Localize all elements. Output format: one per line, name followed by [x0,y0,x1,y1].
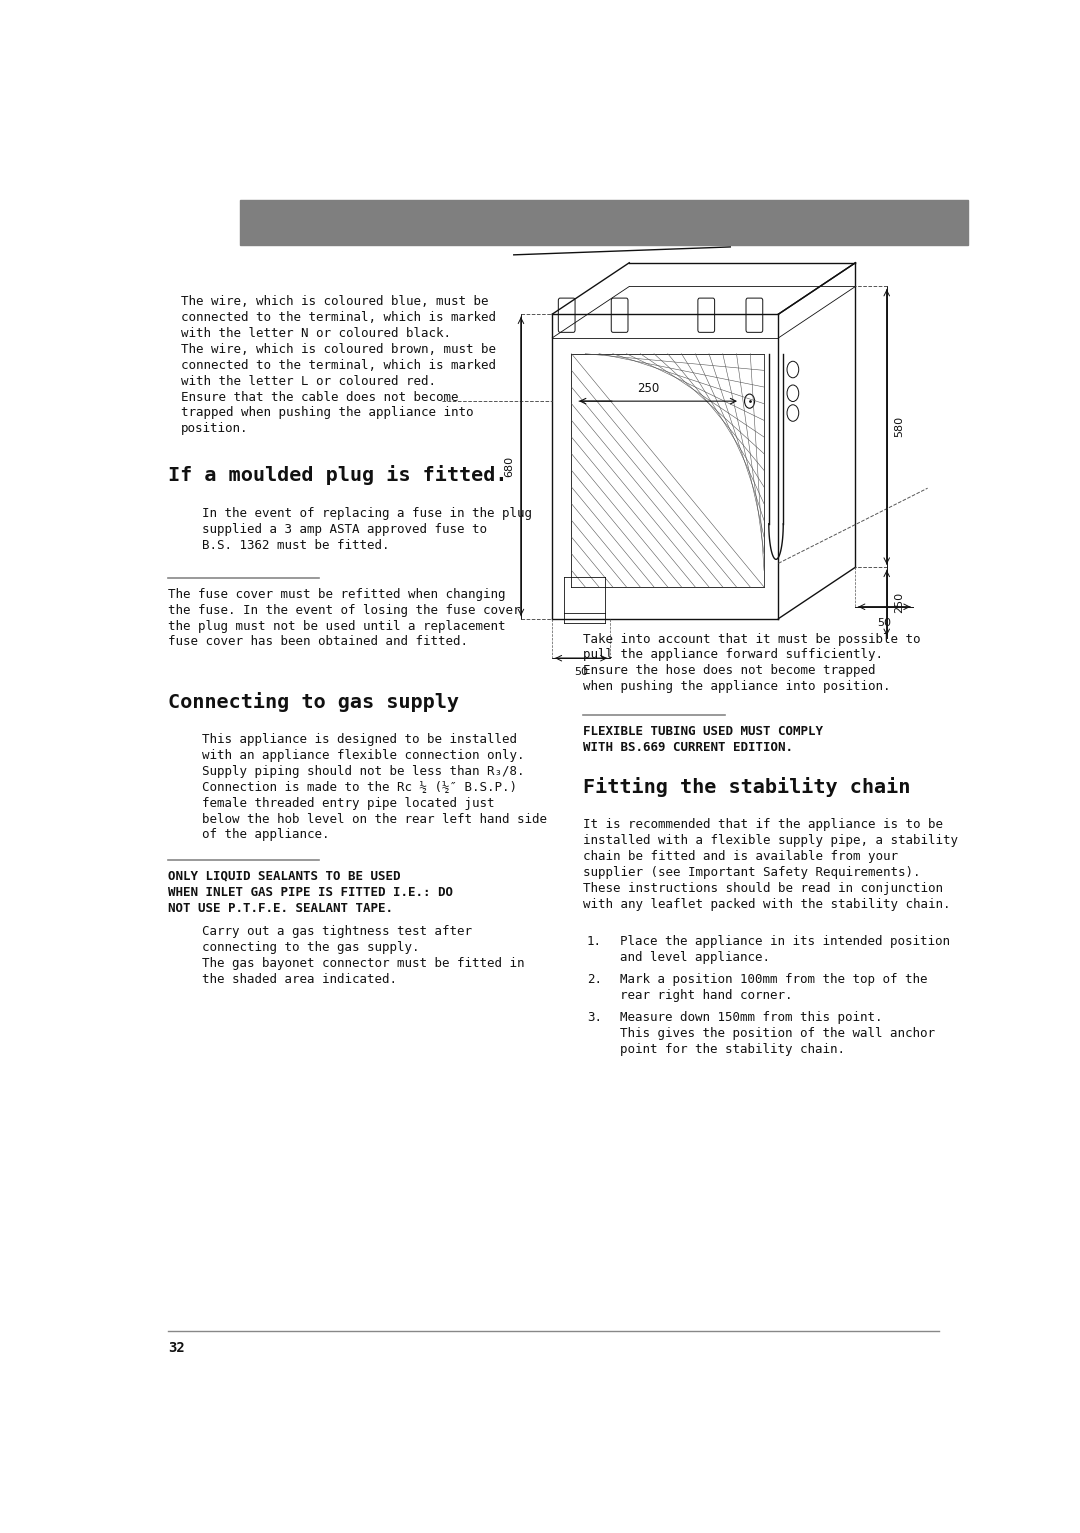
Text: 50: 50 [877,618,891,627]
Text: with the letter N or coloured black.: with the letter N or coloured black. [181,327,451,340]
Text: The wire, which is coloured brown, must be: The wire, which is coloured brown, must … [181,343,496,356]
Text: Measure down 150mm from this point.: Measure down 150mm from this point. [620,1012,883,1024]
Text: In the event of replacing a fuse in the plug: In the event of replacing a fuse in the … [202,507,532,520]
Text: Take into account that it must be possible to: Take into account that it must be possib… [583,633,920,645]
Text: and level appliance.: and level appliance. [620,950,770,964]
Text: connecting to the gas supply.: connecting to the gas supply. [202,941,419,954]
Text: The fuse cover must be refitted when changing: The fuse cover must be refitted when cha… [168,587,505,601]
Text: The gas bayonet connector must be fitted in: The gas bayonet connector must be fitted… [202,957,525,970]
Text: the fuse. In the event of losing the fuse cover: the fuse. In the event of losing the fus… [168,604,521,616]
Text: 1.: 1. [588,935,602,947]
Text: It is recommended that if the appliance is to be: It is recommended that if the appliance … [583,817,943,831]
Text: ONLY LIQUID SEALANTS TO BE USED: ONLY LIQUID SEALANTS TO BE USED [168,869,401,883]
Text: Supply piping should not be less than R₃/8.: Supply piping should not be less than R₃… [202,765,525,777]
Text: trapped when pushing the appliance into: trapped when pushing the appliance into [181,406,473,420]
Text: This appliance is designed to be installed: This appliance is designed to be install… [202,733,517,747]
Text: pull the appliance forward sufficiently.: pull the appliance forward sufficiently. [583,648,882,661]
Text: Ensure the hose does not become trapped: Ensure the hose does not become trapped [583,664,875,678]
Text: 50: 50 [575,667,589,678]
Text: Connecting to gas supply: Connecting to gas supply [168,691,459,711]
Text: connected to the terminal, which is marked: connected to the terminal, which is mark… [181,311,496,323]
Text: when pushing the appliance into position.: when pushing the appliance into position… [583,681,890,693]
Text: Connection is made to the Rc ½ (½″ B.S.P.): Connection is made to the Rc ½ (½″ B.S.P… [202,780,517,794]
Text: If a moulded plug is fitted.: If a moulded plug is fitted. [168,464,508,484]
Text: chain be fitted and is available from your: chain be fitted and is available from yo… [583,849,897,863]
Text: These instructions should be read in conjunction: These instructions should be read in con… [583,881,943,895]
Text: 2.: 2. [588,973,602,986]
Text: supplied a 3 amp ASTA approved fuse to: supplied a 3 amp ASTA approved fuse to [202,523,487,537]
Text: WHEN INLET GAS PIPE IS FITTED I.E.: DO: WHEN INLET GAS PIPE IS FITTED I.E.: DO [168,886,454,898]
Text: the plug must not be used until a replacement: the plug must not be used until a replac… [168,619,505,633]
Text: connected to the terminal, which is marked: connected to the terminal, which is mark… [181,359,496,371]
Text: Carry out a gas tightness test after: Carry out a gas tightness test after [202,926,472,938]
Text: Place the appliance in its intended position: Place the appliance in its intended posi… [620,935,950,947]
Text: with any leaflet packed with the stability chain.: with any leaflet packed with the stabili… [583,897,950,911]
Text: 32: 32 [168,1341,186,1355]
Text: B.S. 1362 must be fitted.: B.S. 1362 must be fitted. [202,540,390,552]
Text: WITH BS.669 CURRENT EDITION.: WITH BS.669 CURRENT EDITION. [583,740,793,754]
Text: installed with a flexible supply pipe, a stability: installed with a flexible supply pipe, a… [583,834,958,846]
Text: below the hob level on the rear left hand side: below the hob level on the rear left han… [202,812,546,826]
Text: of the appliance.: of the appliance. [202,828,329,842]
Text: NOT USE P.T.F.E. SEALANT TAPE.: NOT USE P.T.F.E. SEALANT TAPE. [168,901,393,915]
Text: fuse cover has been obtained and fitted.: fuse cover has been obtained and fitted. [168,636,469,648]
Text: supplier (see Important Safety Requirements).: supplier (see Important Safety Requireme… [583,866,920,878]
Text: rear right hand corner.: rear right hand corner. [620,989,793,1003]
Text: The wire, which is coloured blue, must be: The wire, which is coloured blue, must b… [181,294,488,308]
Text: 250: 250 [894,592,904,613]
Text: 3.: 3. [588,1012,602,1024]
Text: with the letter L or coloured red.: with the letter L or coloured red. [181,374,436,388]
Text: 250: 250 [637,382,660,396]
Text: point for the stability chain.: point for the stability chain. [620,1042,846,1056]
Text: position.: position. [181,423,248,435]
Text: FLEXIBLE TUBING USED MUST COMPLY: FLEXIBLE TUBING USED MUST COMPLY [583,725,823,737]
Text: the shaded area indicated.: the shaded area indicated. [202,973,397,986]
Text: with an appliance flexible connection only.: with an appliance flexible connection on… [202,748,525,762]
Text: Fitting the stability chain: Fitting the stability chain [583,777,910,797]
Text: Mark a position 100mm from the top of the: Mark a position 100mm from the top of th… [620,973,928,986]
Text: 580: 580 [894,417,904,437]
Text: 680: 680 [504,455,514,477]
Text: Ensure that the cable does not become: Ensure that the cable does not become [181,391,459,403]
Bar [240,201,968,245]
Text: female threaded entry pipe located just: female threaded entry pipe located just [202,797,495,809]
Text: This gives the position of the wall anchor: This gives the position of the wall anch… [620,1027,935,1039]
